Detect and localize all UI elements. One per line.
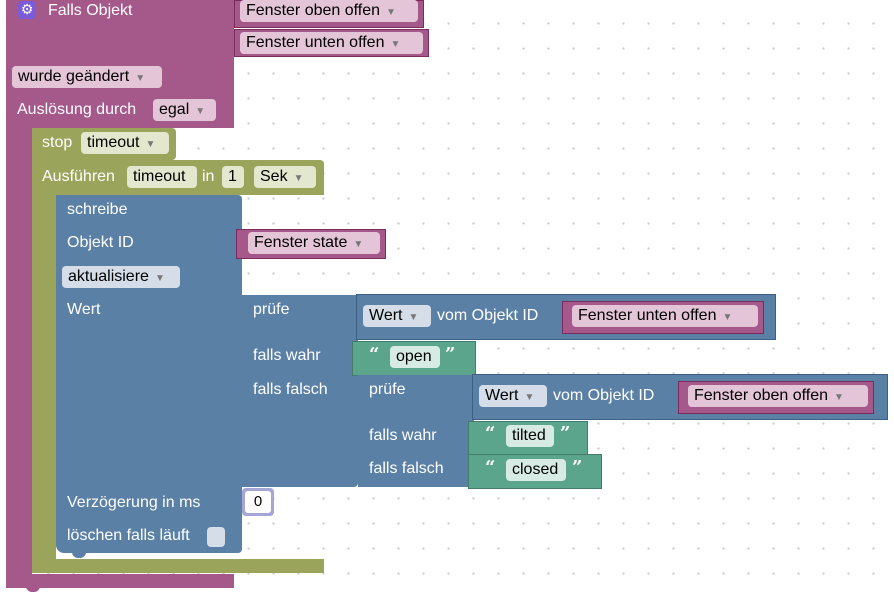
text-open-field[interactable]: open xyxy=(390,346,440,368)
open-quote-icon: “ xyxy=(485,457,496,478)
dropdown-arrow-icon: ▼ xyxy=(353,239,364,250)
get-value-2-prop: Wert xyxy=(485,387,519,404)
execute-timeout-spine xyxy=(32,195,56,573)
text-tilted-field[interactable]: tilted xyxy=(506,425,554,447)
trigger-object-dropdown-1[interactable]: Fenster oben offen ▼ xyxy=(240,0,418,22)
ternary1-check-label: prüfe xyxy=(253,301,290,318)
stop-label: stop xyxy=(42,134,73,151)
get-value-2-prop-dropdown[interactable]: Wert ▼ xyxy=(479,385,547,407)
write-object-dropdown[interactable]: Fenster state ▼ xyxy=(248,232,380,254)
execute-unit: Sek xyxy=(260,168,288,185)
execute-in-label: in xyxy=(202,168,215,185)
ternary-block-2[interactable] xyxy=(358,375,474,487)
close-quote-icon: ” xyxy=(445,344,456,365)
execute-unit-dropdown[interactable]: Sek ▼ xyxy=(254,166,316,188)
stop-timeout-value: timeout xyxy=(87,134,140,151)
trigger-by-dropdown[interactable]: egal ▼ xyxy=(153,99,216,121)
write-bottom-notch xyxy=(72,552,86,558)
dropdown-arrow-icon: ▼ xyxy=(145,139,156,150)
get-value-1-object: Fenster unten offen xyxy=(578,307,717,324)
dropdown-arrow-icon: ▼ xyxy=(293,173,304,184)
execute-timeout-name-field[interactable]: timeout xyxy=(127,166,197,188)
write-mode-label: aktualisiere xyxy=(68,268,149,285)
object-id-label: Objekt ID xyxy=(67,234,134,251)
value-label: Wert xyxy=(67,301,101,318)
trigger-by-value: egal xyxy=(159,101,190,118)
ternary1-true-label: falls wahr xyxy=(253,347,321,364)
get-value-1-from-label: vom Objekt ID xyxy=(437,307,539,324)
execute-timeout-name: timeout xyxy=(133,168,186,185)
get-value-2-object: Fenster oben offen xyxy=(694,387,829,404)
clear-if-running-checkbox[interactable] xyxy=(207,527,225,547)
condition-label: wurde geändert xyxy=(18,68,130,85)
dropdown-arrow-icon: ▼ xyxy=(390,39,401,50)
text-tilted-value: tilted xyxy=(512,427,546,444)
get-value-1-prop: Wert xyxy=(369,307,403,324)
clear-if-running-label: löschen falls läuft xyxy=(67,527,190,544)
trigger-object-2-label: Fenster unten offen xyxy=(246,34,385,51)
text-closed-field[interactable]: closed xyxy=(506,459,566,481)
execute-timeout-footer xyxy=(32,559,324,573)
trigger-by-label: Auslösung durch xyxy=(17,101,137,118)
dropdown-arrow-icon: ▼ xyxy=(524,392,535,403)
text-closed-value: closed xyxy=(512,461,559,478)
ternary2-true-label: falls wahr xyxy=(369,427,437,444)
text-open-value: open xyxy=(396,348,432,365)
close-quote-icon: ” xyxy=(560,423,571,444)
write-title: schreibe xyxy=(67,201,128,218)
trigger-object-1-label: Fenster oben offen xyxy=(246,2,381,19)
trigger-object-dropdown-2[interactable]: Fenster unten offen ▼ xyxy=(240,32,423,54)
execute-amount-field[interactable]: 1 xyxy=(222,166,244,188)
open-quote-icon: “ xyxy=(485,423,496,444)
trigger-block-spine xyxy=(6,120,32,586)
stop-timeout-dropdown[interactable]: timeout ▼ xyxy=(81,132,169,154)
get-value-2-from-label: vom Objekt ID xyxy=(553,387,655,404)
dropdown-arrow-icon: ▼ xyxy=(722,312,733,323)
dropdown-arrow-icon: ▼ xyxy=(408,312,419,323)
write-mode-dropdown[interactable]: aktualisiere ▼ xyxy=(62,266,180,288)
dropdown-arrow-icon: ▼ xyxy=(834,392,844,403)
open-quote-icon: “ xyxy=(369,344,380,365)
dropdown-arrow-icon: ▼ xyxy=(154,273,165,284)
delay-value: 0 xyxy=(245,491,271,513)
write-state-block[interactable] xyxy=(56,195,242,553)
ternary2-false-label: falls falsch xyxy=(369,460,444,477)
get-value-1-prop-dropdown[interactable]: Wert ▼ xyxy=(363,305,431,327)
write-object-label: Fenster state xyxy=(254,234,348,251)
execute-label: Ausführen xyxy=(42,168,115,185)
execute-amount: 1 xyxy=(228,168,237,185)
dropdown-arrow-icon: ▼ xyxy=(195,106,206,117)
condition-dropdown[interactable]: wurde geändert ▼ xyxy=(12,66,162,88)
ternary-block-1[interactable] xyxy=(242,295,358,487)
delay-value-field[interactable]: 0 xyxy=(242,488,274,516)
ternary1-false-label: falls falsch xyxy=(253,381,328,398)
gear-icon[interactable]: ⚙ xyxy=(18,1,36,19)
get-value-2-object-dropdown[interactable]: Fenster oben offen ▼ xyxy=(688,385,868,407)
delay-label: Verzögerung in ms xyxy=(67,494,201,511)
dropdown-arrow-icon: ▼ xyxy=(135,73,146,84)
get-value-1-object-dropdown[interactable]: Fenster unten offen ▼ xyxy=(572,305,758,327)
dropdown-arrow-icon: ▼ xyxy=(386,7,396,18)
trigger-block-footer xyxy=(6,574,234,588)
ternary2-check-label: prüfe xyxy=(369,381,406,398)
trigger-bottom-notch xyxy=(26,586,40,592)
trigger-title: Falls Objekt xyxy=(48,2,133,19)
close-quote-icon: ” xyxy=(572,457,583,478)
